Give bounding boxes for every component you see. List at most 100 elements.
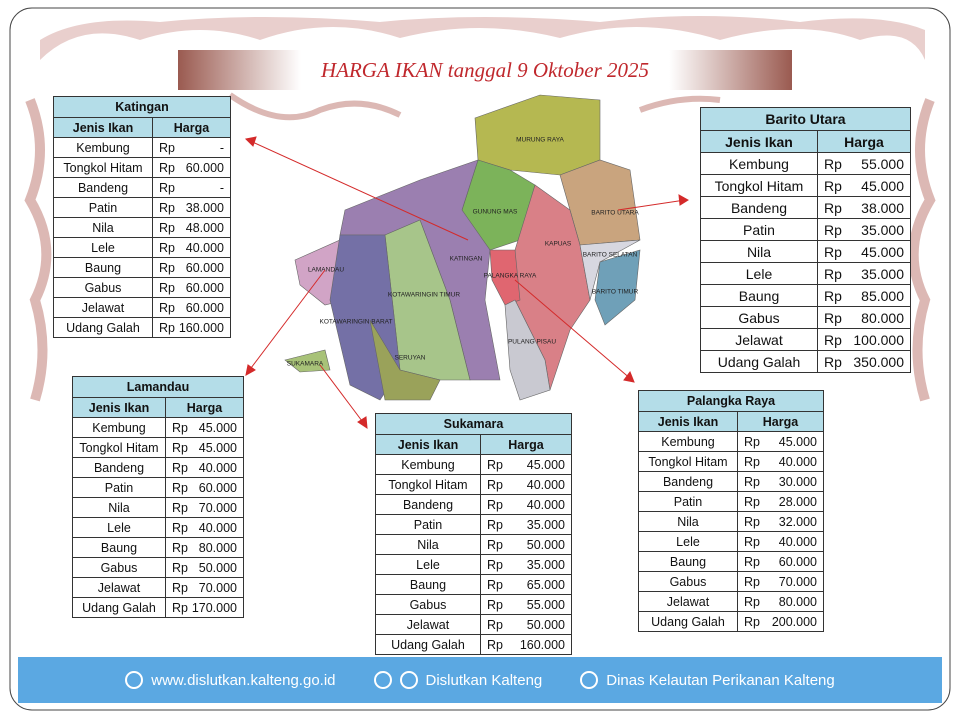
footer-item: Dinas Kelautan Perikanan Kalteng — [580, 671, 835, 689]
region-label: GUNUNG MAS — [473, 209, 518, 216]
table-row: Bandeng Rp 38.000 — [701, 196, 910, 218]
ornament — [908, 98, 936, 402]
currency: Rp — [824, 221, 842, 238]
fish-name: Baung — [376, 575, 481, 594]
table-row: Gabus Rp 70.000 — [639, 571, 823, 591]
table-row: Patin Rp 35.000 — [376, 514, 571, 534]
currency: Rp — [159, 300, 175, 315]
currency: Rp — [172, 460, 188, 475]
table-title: Palangka Raya — [639, 391, 823, 411]
region-label: BARITO TIMUR — [592, 289, 639, 296]
currency: Rp — [159, 200, 175, 215]
price: - — [219, 180, 224, 195]
table-row: Udang Galah Rp 350.000 — [701, 350, 910, 372]
arrow-head — [678, 194, 689, 206]
price: 200.000 — [771, 614, 817, 629]
fish-name: Nila — [54, 218, 153, 237]
header-cell: Harga — [508, 437, 544, 452]
ornament — [228, 92, 402, 121]
fish-name: Tongkol Hitam — [701, 175, 818, 196]
table-row: Lele Rp 35.000 — [701, 262, 910, 284]
globe-icon — [125, 671, 144, 689]
price: 28.000 — [778, 494, 817, 509]
currency: Rp — [159, 260, 175, 275]
price-table: Sukamara Jenis Ikan Harga Kembung Rp 45.000 To… — [375, 413, 572, 655]
table-row: Lele Rp 35.000 — [376, 554, 571, 574]
table-header: Jenis Ikan Harga — [376, 434, 571, 454]
table-row: Bandeng Rp 30.000 — [639, 471, 823, 491]
table-row: Tongkol Hitam Rp 45.000 — [73, 437, 243, 457]
price: 70.000 — [778, 574, 817, 589]
price: 40.000 — [526, 477, 565, 492]
price: 50.000 — [526, 617, 565, 632]
currency: Rp — [172, 540, 188, 555]
title: HARGA IKAN tanggal 9 Oktober 2025 — [320, 58, 649, 82]
table-title: Lamandau — [73, 377, 243, 397]
price: 80.000 — [778, 594, 817, 609]
table-row: Lele Rp 40.000 — [73, 517, 243, 537]
arrow — [514, 279, 633, 381]
social-handle[interactable]: Dislutkan Kalteng — [425, 671, 543, 689]
table-header: Jenis Ikan Harga — [54, 117, 230, 137]
fish-name: Baung — [701, 285, 818, 306]
table-row: Patin Rp 28.000 — [639, 491, 823, 511]
currency: Rp — [824, 199, 842, 216]
table-row: Tongkol Hitam Rp 60.000 — [54, 157, 230, 177]
currency: Rp — [172, 580, 188, 595]
fish-name: Udang Galah — [639, 612, 738, 631]
table-row: Nila Rp 48.000 — [54, 217, 230, 237]
table-row: Baung Rp 60.000 — [639, 551, 823, 571]
table-row: Baung Rp 65.000 — [376, 574, 571, 594]
region-label: PALANGKA RAYA — [484, 273, 537, 280]
region-label: KAPUAS — [545, 241, 572, 248]
ornament — [24, 98, 52, 402]
table-row: Kembung Rp 45.000 — [639, 431, 823, 451]
price: 60.000 — [185, 280, 224, 295]
fish-name: Patin — [376, 515, 481, 534]
price: 160.000 — [519, 637, 565, 652]
ornament — [638, 95, 721, 113]
currency: Rp — [744, 434, 760, 449]
currency: Rp — [487, 617, 503, 632]
fish-name: Patin — [701, 219, 818, 240]
fish-name: Gabus — [54, 278, 153, 297]
currency: Rp — [172, 600, 188, 615]
arrows — [244, 136, 689, 429]
fish-name: Kembung — [73, 418, 166, 437]
fish-name: Bandeng — [639, 472, 738, 491]
facebook-page[interactable]: Dinas Kelautan Perikanan Kalteng — [606, 671, 835, 689]
footer: www.dislutkan.kalteng.go.id Dislutkan Ka… — [18, 657, 942, 703]
fish-name: Patin — [73, 478, 166, 497]
price: 32.000 — [778, 514, 817, 529]
currency: Rp — [487, 577, 503, 592]
currency: Rp — [744, 614, 760, 629]
currency: Rp — [824, 309, 842, 326]
currency: Rp — [487, 457, 503, 472]
price: 85.000 — [861, 287, 904, 304]
price: 55.000 — [526, 597, 565, 612]
price: 60.000 — [778, 554, 817, 569]
region — [594, 249, 641, 326]
header-cell: Jenis Ikan — [73, 398, 166, 417]
table-header: Jenis Ikan Harga — [701, 130, 910, 152]
table-row: Udang Galah Rp 160.000 — [54, 317, 230, 337]
footer-item: Dislutkan Kalteng — [373, 671, 543, 689]
footer-item: www.dislutkan.kalteng.go.id — [125, 671, 336, 689]
currency: Rp — [172, 560, 188, 575]
currency: Rp — [744, 514, 760, 529]
currency: Rp — [172, 520, 188, 535]
currency: Rp — [487, 597, 503, 612]
region-label: BARITO UTARA — [591, 210, 639, 217]
table-row: Baung Rp 60.000 — [54, 257, 230, 277]
region-label: SUKAMARA — [287, 361, 324, 368]
fish-name: Nila — [701, 241, 818, 262]
region-label: PULANG PISAU — [508, 339, 556, 346]
fish-name: Tongkol Hitam — [376, 475, 481, 494]
table-header: Jenis Ikan Harga — [639, 411, 823, 431]
website[interactable]: www.dislutkan.kalteng.go.id — [151, 671, 336, 689]
table-row: Jelawat Rp 60.000 — [54, 297, 230, 317]
table-row: Kembung Rp 55.000 — [701, 152, 910, 174]
header-cell: Jenis Ikan — [639, 412, 738, 431]
price: 38.000 — [861, 199, 904, 216]
